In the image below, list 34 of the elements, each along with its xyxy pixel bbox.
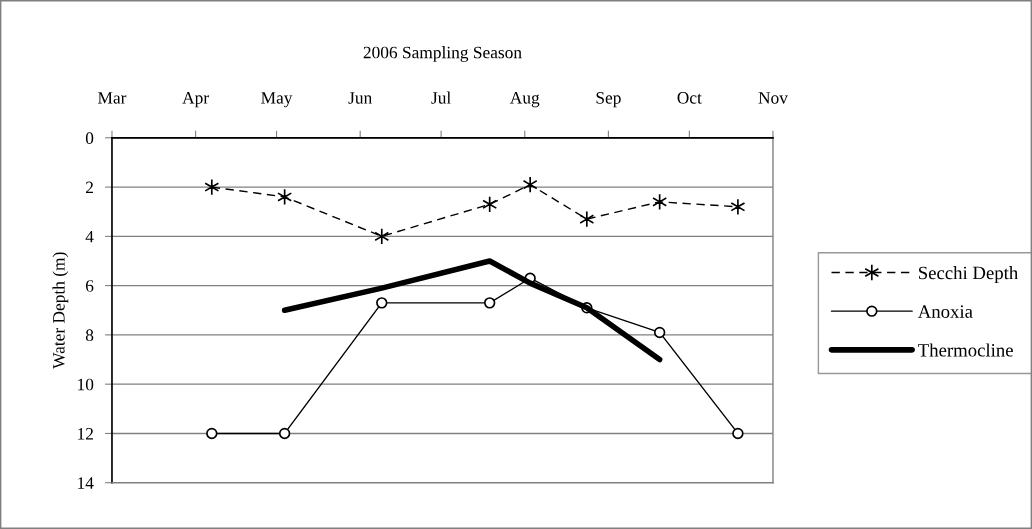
x-tick-label: Oct — [677, 92, 702, 104]
y-tick-label: 0 — [85, 132, 94, 144]
point — [732, 427, 744, 440]
point — [204, 178, 220, 196]
x-axis-title: 2006 Sampling Season — [363, 46, 522, 62]
point — [483, 297, 496, 309]
x-tick-label: May — [261, 92, 293, 108]
point — [579, 210, 595, 228]
x-tick-label: Sep — [596, 92, 621, 108]
legend-label: Secchi Depth — [919, 266, 1018, 284]
x-tick-label: Mar — [98, 92, 127, 104]
point — [374, 227, 390, 245]
y-tick-label: 14 — [78, 477, 94, 489]
y-tick-label: 12 — [78, 427, 93, 440]
legend-label: Anoxia — [917, 305, 973, 318]
point — [653, 326, 666, 339]
y-tick-label: 2 — [86, 181, 93, 194]
point — [482, 195, 498, 213]
y-tick-label: 6 — [85, 280, 94, 292]
point — [278, 427, 291, 440]
x-tick-label: Aug — [509, 92, 540, 108]
x-tick-label: Jun — [348, 92, 372, 104]
point — [376, 297, 388, 309]
point — [730, 198, 746, 216]
y-tick-label: 8 — [85, 329, 94, 342]
legend-label: Thermocline — [918, 343, 1013, 357]
y-tick-label: 4 — [85, 230, 94, 243]
point — [206, 427, 218, 440]
x-tick-label: Nov — [758, 92, 788, 104]
x-tick-label: Jul — [431, 91, 451, 104]
y-tick-label: 10 — [78, 378, 94, 391]
point — [522, 176, 538, 194]
y-axis-title: Water Depth (m) — [52, 252, 69, 369]
x-tick-label: Apr — [182, 92, 209, 108]
